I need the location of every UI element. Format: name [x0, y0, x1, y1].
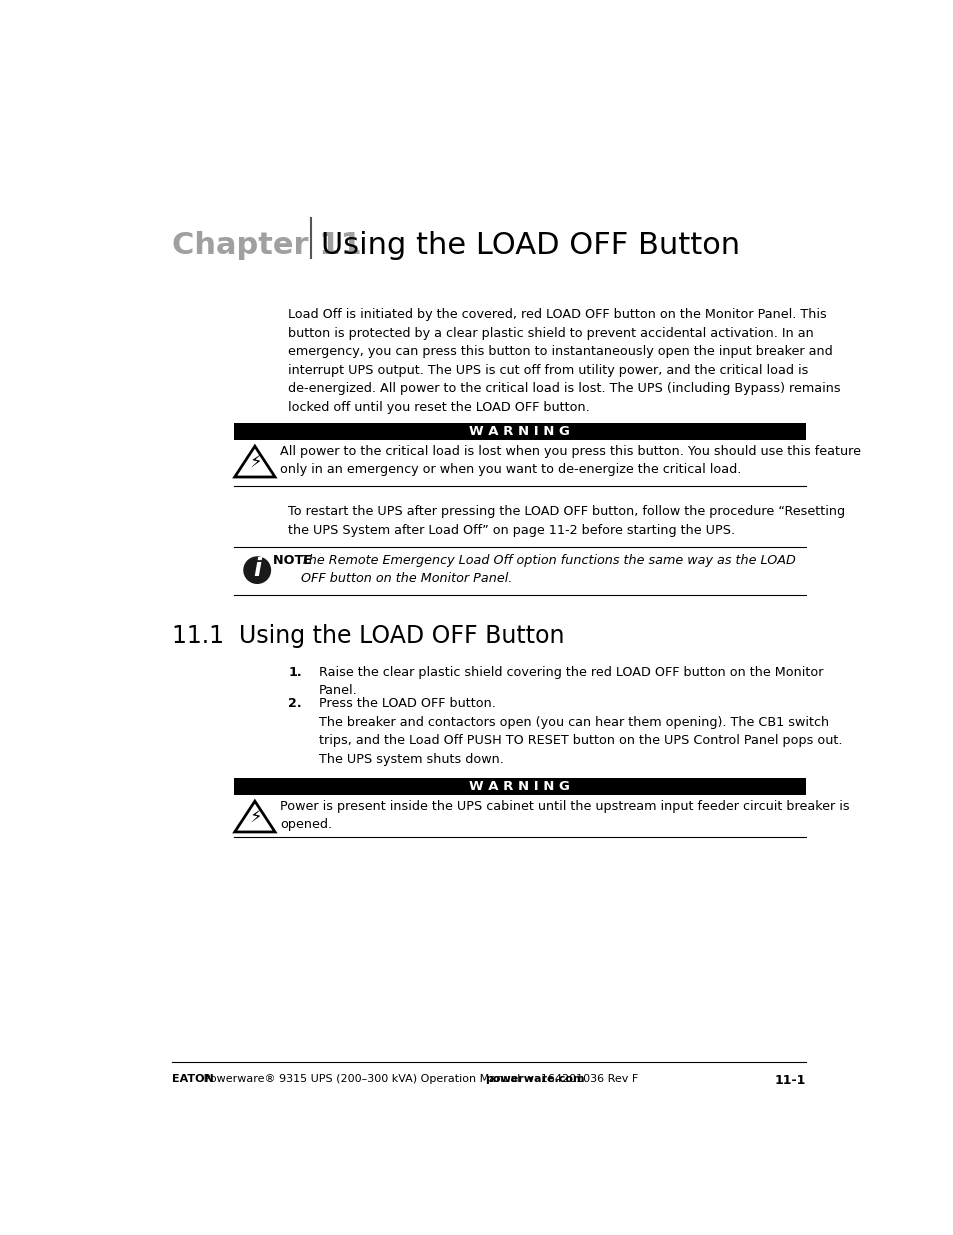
Text: Press the LOAD OFF button.: Press the LOAD OFF button. — [319, 698, 496, 710]
Text: All power to the critical load is lost when you press this button. You should us: All power to the critical load is lost w… — [280, 446, 861, 477]
Text: ⚡: ⚡ — [249, 809, 262, 827]
Text: W A R N I N G: W A R N I N G — [469, 781, 570, 793]
Text: Power is present inside the UPS cabinet until the upstream input feeder circuit : Power is present inside the UPS cabinet … — [280, 800, 849, 831]
Text: 2.: 2. — [288, 698, 301, 710]
Text: Powerware® 9315 UPS (200–300 kVA) Operation Manual  •  164201036 Rev F: Powerware® 9315 UPS (200–300 kVA) Operat… — [199, 1073, 644, 1084]
Text: Using the LOAD OFF Button: Using the LOAD OFF Button — [320, 231, 740, 261]
Bar — [233, 778, 805, 795]
Text: To restart the UPS after pressing the LOAD OFF button, follow the procedure “Res: To restart the UPS after pressing the LO… — [288, 505, 844, 537]
Text: i: i — [253, 557, 261, 582]
Text: Chapter 11: Chapter 11 — [172, 231, 361, 261]
Text: 11.1  Using the LOAD OFF Button: 11.1 Using the LOAD OFF Button — [172, 624, 564, 648]
Circle shape — [243, 556, 271, 584]
Text: ⚡: ⚡ — [249, 454, 262, 472]
Text: The breaker and contactors open (you can hear them opening). The CB1 switch
trip: The breaker and contactors open (you can… — [319, 716, 841, 766]
Text: W A R N I N G: W A R N I N G — [469, 425, 570, 438]
Text: 11-1: 11-1 — [774, 1073, 805, 1087]
Text: 1.: 1. — [288, 666, 301, 679]
Text: NOTE: NOTE — [273, 555, 320, 567]
Text: EATON: EATON — [172, 1073, 213, 1084]
Text: Load Off is initiated by the covered, red LOAD OFF button on the Monitor Panel. : Load Off is initiated by the covered, re… — [288, 309, 840, 414]
Bar — [233, 424, 805, 440]
Text: Raise the clear plastic shield covering the red LOAD OFF button on the Monitor
P: Raise the clear plastic shield covering … — [319, 666, 822, 697]
Text: powerware.com: powerware.com — [484, 1073, 584, 1084]
Text: The Remote Emergency Load Off option functions the same way as the LOAD
OFF butt: The Remote Emergency Load Off option fun… — [300, 555, 795, 585]
